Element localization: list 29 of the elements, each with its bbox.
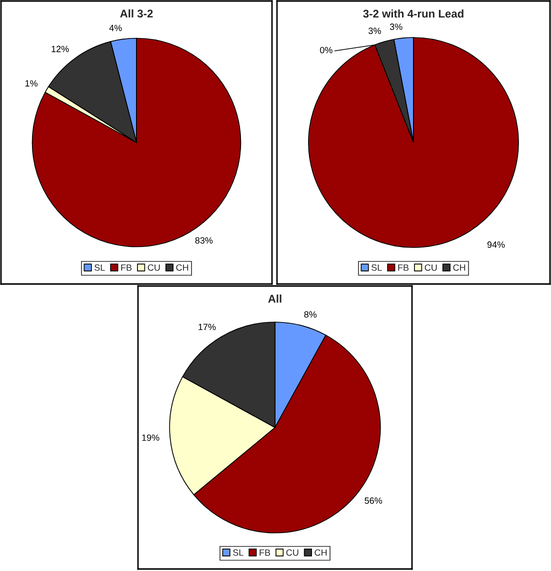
legend-label: CH: [314, 549, 327, 556]
legend-label: FB: [260, 549, 270, 556]
data-label: 83%: [195, 237, 213, 244]
pie-slice: [308, 37, 519, 248]
data-label: 12%: [52, 46, 69, 52]
data-label: 94%: [487, 241, 505, 248]
legend-label: SL: [372, 264, 382, 271]
legend-label: CU: [148, 264, 160, 271]
chart-title: All 3-2: [120, 9, 153, 18]
data-label: 8%: [304, 311, 317, 318]
data-label: 4%: [109, 24, 122, 32]
data-label: 1%: [25, 80, 38, 87]
pie-slice: [48, 41, 137, 143]
legend-label: FB: [121, 264, 132, 271]
chart-title: 3-2 with 4-run Lead: [363, 9, 464, 18]
chart-title: All: [268, 294, 282, 303]
legend-label: CU: [286, 549, 298, 556]
legend-label: CH: [453, 264, 466, 271]
data-label: 3%: [368, 28, 381, 34]
legend-label: CH: [176, 264, 188, 271]
data-label: 17%: [198, 324, 216, 330]
legend-label: FB: [398, 264, 409, 271]
text: 0%: [320, 46, 332, 54]
data-label: 56%: [364, 497, 382, 504]
legend-label: SL: [94, 264, 105, 271]
data-label: 3%: [390, 24, 402, 30]
data-label: 19%: [142, 434, 160, 441]
legend-label: CU: [424, 264, 437, 271]
legend-label: SL: [233, 549, 244, 556]
